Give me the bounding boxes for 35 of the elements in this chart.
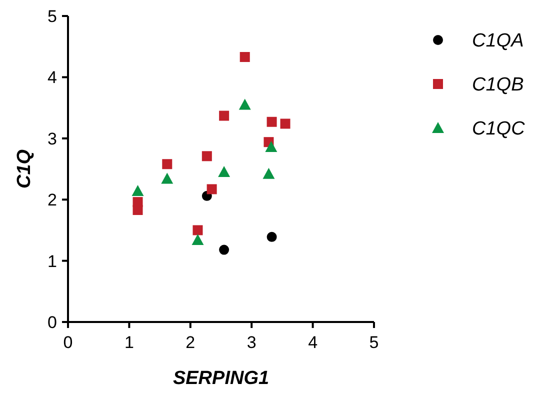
point <box>266 232 277 242</box>
point <box>262 168 275 179</box>
point <box>162 159 172 170</box>
x-tick-label: 1 <box>124 333 134 352</box>
point <box>132 205 143 216</box>
x-tick-label: 4 <box>308 333 318 352</box>
y-tick-label: 5 <box>48 6 57 26</box>
point <box>219 244 230 255</box>
point <box>192 225 203 236</box>
legend-label: C1QB <box>472 74 524 96</box>
y-axis-title: C1Q <box>14 149 35 189</box>
point <box>266 116 277 127</box>
x-tick-label: 2 <box>186 333 196 352</box>
point <box>280 118 290 129</box>
y-tick-label: 2 <box>48 190 57 210</box>
legend-label: C1QA <box>472 30 524 52</box>
y-tick-label: 0 <box>48 312 57 332</box>
y-tick-label: 1 <box>48 252 57 271</box>
point <box>240 52 250 62</box>
x-axis-title: SERPING1 <box>172 368 270 389</box>
y-tick-label: 3 <box>48 129 57 148</box>
legend-label: C1QC <box>472 118 526 140</box>
point <box>192 234 204 245</box>
point <box>265 140 278 152</box>
point <box>132 185 144 196</box>
point <box>218 166 230 178</box>
point <box>238 98 251 110</box>
point <box>219 110 230 121</box>
x-tick-label: 3 <box>246 333 256 352</box>
y-tick-label: 4 <box>48 68 57 88</box>
point <box>161 172 174 184</box>
x-tick-label: 0 <box>63 333 73 352</box>
point <box>202 151 212 162</box>
point <box>206 184 217 194</box>
x-tick-label: 5 <box>369 333 379 352</box>
